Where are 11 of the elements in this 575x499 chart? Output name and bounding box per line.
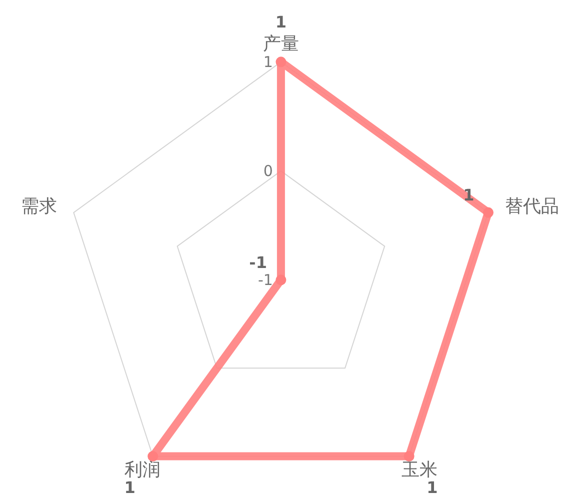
y-tick-label: 1 [263, 52, 273, 71]
y-tick-label: -1 [258, 270, 273, 289]
spoke-label: 玉米 [401, 459, 438, 480]
spoke-label: 替代品 [504, 196, 559, 218]
spoke-label: 产量 [262, 33, 299, 54]
data-label: 1 [124, 478, 136, 498]
data-label: 1 [275, 12, 287, 32]
y-tick-label: 0 [263, 162, 273, 180]
spoke-label: 利润 [124, 459, 161, 480]
data-label: 1 [426, 478, 438, 498]
spoke-label: 需求 [21, 196, 58, 218]
